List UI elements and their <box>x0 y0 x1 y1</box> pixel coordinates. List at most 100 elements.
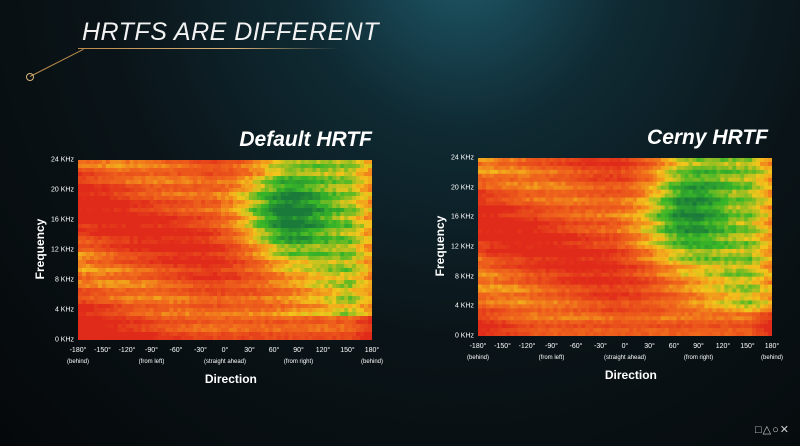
heatmap-cell <box>93 312 99 317</box>
heatmap-cell <box>169 280 174 285</box>
heatmap-cell <box>328 220 333 225</box>
heatmap-cell <box>481 304 487 309</box>
heatmap-cell <box>213 308 218 313</box>
heatmap-cell <box>368 280 372 285</box>
heatmap-cell <box>256 248 262 253</box>
heatmap-cell <box>304 200 310 205</box>
heatmap-cell <box>501 260 507 266</box>
heatmap-cell <box>173 196 178 201</box>
heatmap-cell <box>125 248 131 253</box>
heatmap-cell <box>117 280 123 285</box>
heatmap-cell <box>296 328 302 333</box>
heatmap-cell <box>78 236 83 241</box>
heatmap-cell <box>617 185 622 191</box>
heatmap-cell <box>589 324 594 329</box>
heatmap-cell <box>541 324 547 329</box>
heatmap-cell <box>521 213 527 218</box>
heatmap-cell <box>221 308 226 313</box>
heatmap-cell <box>78 244 83 249</box>
heatmap-cell <box>213 196 218 201</box>
heatmap-cell <box>360 260 365 265</box>
heatmap-cell <box>481 268 487 274</box>
heatmap-cell <box>165 312 170 317</box>
heatmap-cell <box>328 328 333 333</box>
heatmap-cell <box>368 188 372 193</box>
heatmap-cell <box>113 216 119 221</box>
heatmap-cell <box>545 165 551 171</box>
heatmap-cell <box>609 304 614 309</box>
heatmap-cell <box>145 188 151 193</box>
heatmap-cell <box>213 300 218 305</box>
heatmap-cell <box>161 180 166 185</box>
heatmap-cell <box>205 292 210 297</box>
heatmap-cell <box>485 237 491 242</box>
heatmap-cell <box>308 336 313 340</box>
heatmap-cell <box>288 248 294 253</box>
heatmap-cell <box>308 232 313 237</box>
heatmap-cell <box>573 324 578 329</box>
heatmap-cell <box>613 304 618 309</box>
heatmap-cell <box>93 292 99 297</box>
heatmap-cell <box>340 260 345 265</box>
heatmap-cell <box>121 280 127 285</box>
heatmap-cell <box>93 284 99 289</box>
heatmap-cell <box>201 204 206 209</box>
heatmap-cell <box>336 160 341 165</box>
heatmap-cell <box>332 216 337 221</box>
heatmap-cell <box>228 204 234 209</box>
heatmap-cell <box>541 201 547 207</box>
heatmap-cell <box>537 173 543 179</box>
heatmap-cell <box>97 248 103 253</box>
heatmap-cell <box>541 161 547 167</box>
heatmap-cell <box>521 169 527 175</box>
heatmap-cell <box>121 224 127 229</box>
heatmap-cell <box>368 208 372 213</box>
heatmap-cell <box>173 268 178 273</box>
heatmap-cell <box>577 229 582 234</box>
heatmap-cell <box>93 288 99 293</box>
heatmap-cell <box>217 296 222 301</box>
heatmap-cell <box>557 256 563 262</box>
heatmap-cell <box>517 296 523 301</box>
heatmap-cell <box>609 201 614 207</box>
heatmap-cell <box>577 185 582 191</box>
heatmap-cell <box>300 216 306 221</box>
heatmap-cell <box>537 161 543 167</box>
heatmap-cell <box>268 264 274 269</box>
heatmap-cell <box>264 228 270 233</box>
heatmap-cell <box>161 184 166 189</box>
heatmap-cell <box>509 304 515 309</box>
heatmap-cell <box>93 280 99 285</box>
heatmap-cell <box>501 237 507 242</box>
heatmap-cell <box>137 332 143 337</box>
heatmap-cell <box>121 164 127 169</box>
heatmap-cell <box>557 300 563 305</box>
heatmap-cell <box>561 256 566 262</box>
heatmap-cell <box>336 184 341 189</box>
heatmap-cell <box>81 196 87 201</box>
heatmap-cell <box>581 292 586 298</box>
heatmap-cell <box>332 212 337 217</box>
heatmap-cell <box>320 320 325 325</box>
heatmap-cell <box>332 332 337 337</box>
heatmap-cell <box>601 158 606 163</box>
heatmap-cell <box>161 272 166 277</box>
heatmap-cell <box>360 212 365 217</box>
heatmap-cell <box>344 312 349 317</box>
heatmap-cell <box>284 188 290 193</box>
heatmap-cell <box>360 208 365 213</box>
heatmap-cell <box>324 224 329 229</box>
heatmap-cell <box>232 208 238 213</box>
heatmap-cell <box>173 216 178 221</box>
heatmap-cell <box>197 192 202 197</box>
heatmap-cell <box>165 216 170 221</box>
heatmap-cell <box>264 172 270 177</box>
heatmap-cell <box>513 304 519 309</box>
heatmap-cell <box>613 328 618 333</box>
heatmap-cell <box>217 176 222 181</box>
heatmap-cell <box>597 280 602 286</box>
heatmap-cell <box>85 224 91 229</box>
heatmap-cell <box>328 232 333 237</box>
heatmap-cell <box>569 193 574 199</box>
heatmap-cell <box>308 332 313 337</box>
